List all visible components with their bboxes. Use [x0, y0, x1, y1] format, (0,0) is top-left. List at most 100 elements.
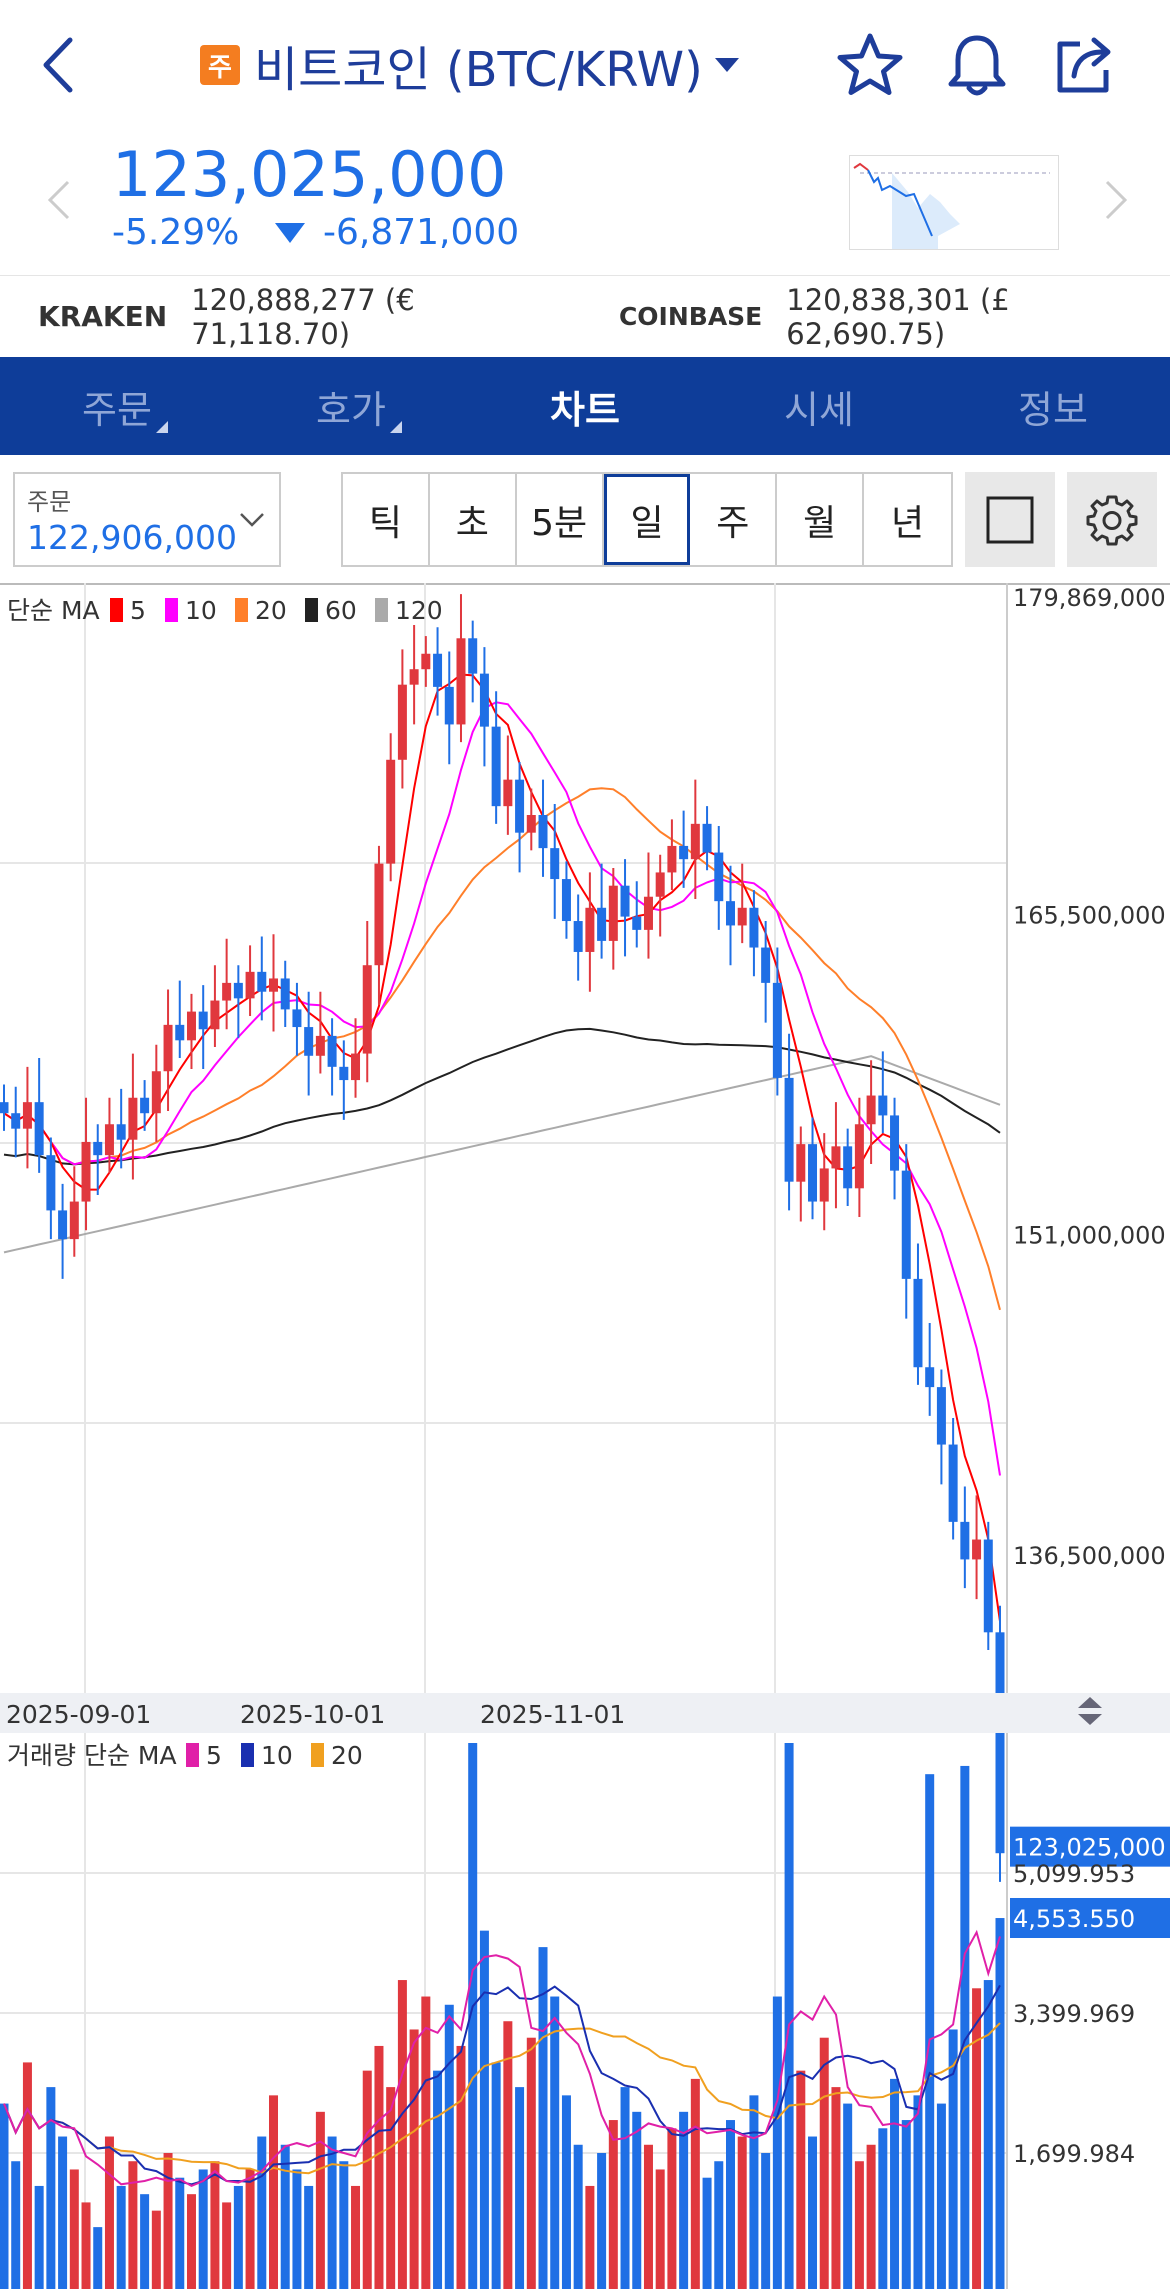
candle — [116, 1088, 126, 1169]
legend-prefix: 단순 MA — [7, 596, 100, 625]
volume-bar — [667, 2128, 677, 2289]
period-month[interactable]: 월 — [777, 474, 865, 565]
chart-controls: 주문 122,906,000 틱 초 5분 일 주 월 년 — [0, 455, 1170, 585]
volume-bar — [749, 2095, 759, 2289]
volume-bar — [772, 1996, 782, 2289]
exchange-name: KRAKEN — [38, 300, 168, 333]
candle — [409, 625, 419, 725]
volume-bar — [11, 2161, 21, 2289]
tab-chart[interactable]: 차트 — [468, 357, 702, 455]
y-tick-label: 151,000,000 — [1013, 1222, 1166, 1250]
candle — [351, 1018, 361, 1098]
period-year[interactable]: 년 — [891, 502, 925, 544]
legend-swatch — [235, 598, 248, 622]
volume-bar — [245, 2169, 255, 2289]
volume-ma-line — [3, 2022, 1001, 2175]
back-button[interactable] — [30, 30, 90, 100]
asset-selector[interactable]: 주 비트코인 (BTC/KRW) — [200, 30, 739, 100]
volume-bar — [327, 2136, 337, 2289]
candle — [913, 1243, 923, 1385]
favorite-button[interactable] — [835, 30, 905, 100]
page-title: 비트코인 (BTC/KRW) — [254, 42, 703, 98]
volume-tick-label: 3,399.969 — [1013, 2000, 1135, 2028]
volume-bar — [643, 2144, 653, 2289]
corner-indicator-icon — [156, 421, 168, 433]
fullscreen-button[interactable] — [965, 472, 1055, 567]
candle — [749, 890, 759, 977]
candle — [339, 1040, 349, 1120]
volume-bar — [714, 2161, 724, 2289]
top-bar: 주 비트코인 (BTC/KRW) — [0, 0, 1170, 130]
candle — [186, 993, 196, 1070]
legend-swatch — [375, 598, 388, 622]
order-label: 주문 — [27, 488, 72, 516]
alarm-button[interactable] — [942, 30, 1012, 100]
change-amount: -6,871,000 — [275, 212, 519, 253]
tab-label: 호가 — [316, 387, 386, 432]
volume-bar — [503, 2021, 513, 2289]
current-price: 123,025,000 — [112, 138, 507, 211]
order-price-select[interactable]: 주문 122,906,000 — [13, 472, 281, 567]
share-button[interactable] — [1050, 30, 1120, 100]
y-tick-label: 165,500,000 — [1013, 901, 1166, 929]
volume-ma-lines — [3, 1929, 1001, 2188]
prev-asset-button[interactable] — [40, 170, 80, 230]
volume-bar — [222, 2202, 232, 2289]
tab-label: 시세 — [784, 387, 854, 432]
candle — [327, 1018, 337, 1096]
tab-label: 주문 — [82, 387, 152, 432]
change-percent: -5.29% — [112, 212, 240, 253]
candle — [854, 1097, 864, 1218]
legend-label: 5 — [206, 1741, 222, 1770]
volume-bar — [69, 2169, 79, 2289]
candle — [890, 1097, 900, 1200]
next-asset-button[interactable] — [1095, 170, 1135, 230]
candle — [866, 1060, 876, 1165]
volume-bar — [409, 2029, 419, 2289]
candle — [397, 649, 407, 789]
chevron-left-icon — [43, 37, 73, 93]
candle — [69, 1166, 79, 1257]
tab-info[interactable]: 정보 — [936, 357, 1170, 455]
volume-bar — [257, 2136, 267, 2289]
tab-market[interactable]: 시세 — [702, 357, 936, 455]
candle — [585, 872, 595, 992]
candle — [0, 1084, 9, 1131]
legend-swatch — [165, 598, 178, 622]
candle — [374, 845, 384, 1005]
tab-label: 정보 — [1018, 387, 1088, 432]
candle — [948, 1418, 958, 1540]
candle — [550, 803, 560, 919]
volume-bar — [0, 2103, 9, 2289]
candle — [737, 863, 747, 944]
settings-button[interactable] — [1067, 472, 1157, 567]
period-5min[interactable]: 5분 — [517, 474, 604, 565]
tab-orderbook[interactable]: 호가 — [234, 357, 468, 455]
volume-bar — [808, 2136, 818, 2289]
chevron-down-icon — [240, 513, 264, 527]
tab-order[interactable]: 주문 — [0, 357, 234, 455]
volume-bar — [550, 1996, 560, 2289]
candle — [808, 1117, 818, 1220]
volume-bar — [608, 2120, 618, 2289]
resize-up-icon[interactable] — [1078, 1697, 1102, 1708]
period-second[interactable]: 초 — [430, 474, 517, 565]
ma-line — [3, 1027, 1001, 1166]
candle — [608, 868, 618, 970]
ma-line — [3, 701, 1001, 1476]
volume-bar — [620, 2087, 630, 2289]
volume-bar — [34, 2185, 44, 2289]
candle — [995, 1605, 1005, 1882]
period-tick[interactable]: 틱 — [343, 474, 430, 565]
bell-icon — [948, 35, 1006, 96]
candle — [819, 1133, 829, 1231]
x-tick-label: 2025-10-01 — [240, 1700, 385, 1729]
period-day[interactable]: 일 — [603, 474, 691, 565]
x-tick-label: 2025-11-01 — [480, 1700, 625, 1729]
volume-bar — [444, 2004, 454, 2289]
volume-bar — [632, 2111, 642, 2289]
period-week[interactable]: 주 — [690, 474, 778, 565]
chart-area[interactable]: 단순 MA 5 10 20 60 120 거래량 단순 MA 5 10 20 179,869,0… — [0, 583, 1170, 2289]
price-volume-chart[interactable]: 단순 MA 5 10 20 60 120 거래량 단순 MA 5 10 20 179,869,0… — [0, 583, 1170, 2289]
resize-down-icon — [1078, 1714, 1102, 1725]
